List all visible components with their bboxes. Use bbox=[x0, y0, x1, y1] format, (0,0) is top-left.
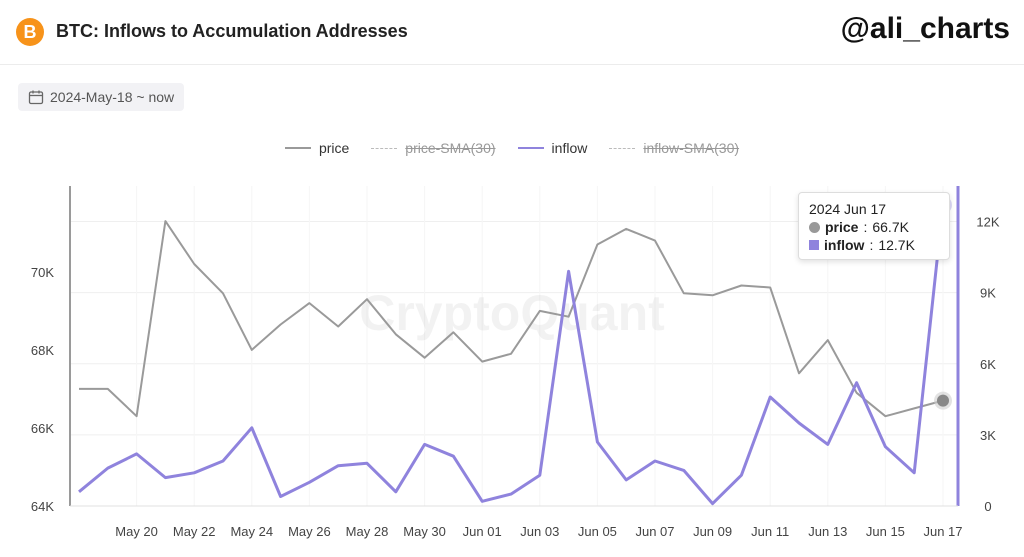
x-tick-label: May 24 bbox=[230, 524, 273, 539]
x-tick-label: Jun 13 bbox=[808, 524, 847, 539]
x-tick-label: May 28 bbox=[346, 524, 389, 539]
tooltip-inflow-name: inflow bbox=[824, 237, 865, 253]
y-right-tick-label: 6K bbox=[980, 357, 996, 372]
tooltip-row-price: price: 66.7K bbox=[809, 219, 939, 235]
y-right-tick-label: 9K bbox=[980, 286, 996, 301]
chart-tooltip: 2024 Jun 17 price: 66.7K inflow: 12.7K bbox=[798, 192, 950, 260]
tooltip-inflow-value: 12.7K bbox=[878, 237, 915, 253]
legend-label-price: price bbox=[318, 140, 350, 156]
author-handle: @ali_charts bbox=[840, 12, 1010, 45]
date-range-picker[interactable]: 2024-May-18 ~ now bbox=[18, 83, 185, 111]
axes: 64K 66K 68K 70K 0 3K 6K 9K 12K May 20 May 22 May 24… bbox=[31, 186, 1000, 539]
y-left-tick-label: 70K bbox=[31, 265, 54, 280]
x-tick-label: Jun 17 bbox=[923, 524, 962, 539]
legend-label-inflow-sma: inflow-SMA(30) bbox=[643, 140, 740, 156]
date-range-label: 2024-May-18 ~ now bbox=[50, 89, 175, 105]
x-tick-label: Jun 07 bbox=[635, 524, 674, 539]
y-right-tick-label: 3K bbox=[980, 428, 996, 443]
legend-item-price-sma[interactable]: price-SMA(30) bbox=[371, 140, 496, 156]
header: B BTC: Inflows to Accumulation Addresses… bbox=[0, 0, 1024, 65]
x-tick-label: May 22 bbox=[173, 524, 216, 539]
price-marker bbox=[937, 394, 949, 407]
y-right-tick-label: 12K bbox=[976, 215, 999, 230]
chart-legend: price price-SMA(30) inflow inflow-SMA(30… bbox=[0, 140, 1024, 156]
y-left-tick-label: 66K bbox=[31, 421, 54, 436]
tooltip-price-name: price bbox=[825, 219, 859, 235]
watermark-text: CryptoQuant bbox=[359, 285, 665, 341]
series-line-price bbox=[79, 220, 944, 418]
x-tick-label: Jun 09 bbox=[693, 524, 732, 539]
bitcoin-icon: B bbox=[16, 18, 44, 46]
x-tick-label: Jun 01 bbox=[463, 524, 502, 539]
legend-item-inflow-sma[interactable]: inflow-SMA(30) bbox=[609, 140, 739, 156]
y-right-tick-label: 0 bbox=[984, 499, 991, 514]
calendar-icon bbox=[28, 90, 44, 105]
legend-swatch-price bbox=[284, 147, 311, 149]
x-tick-label: Jun 05 bbox=[578, 524, 617, 539]
x-tick-label: Jun 03 bbox=[520, 524, 559, 539]
page-title: BTC: Inflows to Accumulation Addresses bbox=[56, 21, 408, 41]
x-tick-label: May 20 bbox=[115, 524, 158, 539]
legend-swatch-price-sma bbox=[371, 147, 398, 149]
legend-item-inflow[interactable]: inflow bbox=[517, 140, 588, 156]
x-tick-label: Jun 15 bbox=[866, 524, 905, 539]
legend-label-price-sma: price-SMA(30) bbox=[405, 140, 496, 156]
x-tick-label: May 26 bbox=[288, 524, 331, 539]
tooltip-price-value: 66.7K bbox=[872, 219, 909, 235]
tooltip-price-dot bbox=[809, 221, 820, 233]
y-left-tick-label: 64K bbox=[31, 499, 54, 514]
legend-item-price[interactable]: price bbox=[284, 140, 350, 156]
tooltip-date: 2024 Jun 17 bbox=[809, 201, 887, 217]
series-line-inflow bbox=[78, 204, 945, 506]
legend-swatch-inflow bbox=[517, 147, 544, 149]
x-tick-label: Jun 11 bbox=[751, 524, 789, 539]
legend-label-inflow: inflow bbox=[551, 140, 588, 156]
legend-swatch-inflow-sma bbox=[609, 147, 636, 149]
x-tick-label: May 30 bbox=[403, 524, 446, 539]
series-lines bbox=[78, 204, 945, 506]
tooltip-row-inflow: inflow: 12.7K bbox=[809, 237, 939, 253]
y-left-tick-label: 68K bbox=[31, 343, 54, 358]
tooltip-inflow-square bbox=[809, 240, 819, 250]
